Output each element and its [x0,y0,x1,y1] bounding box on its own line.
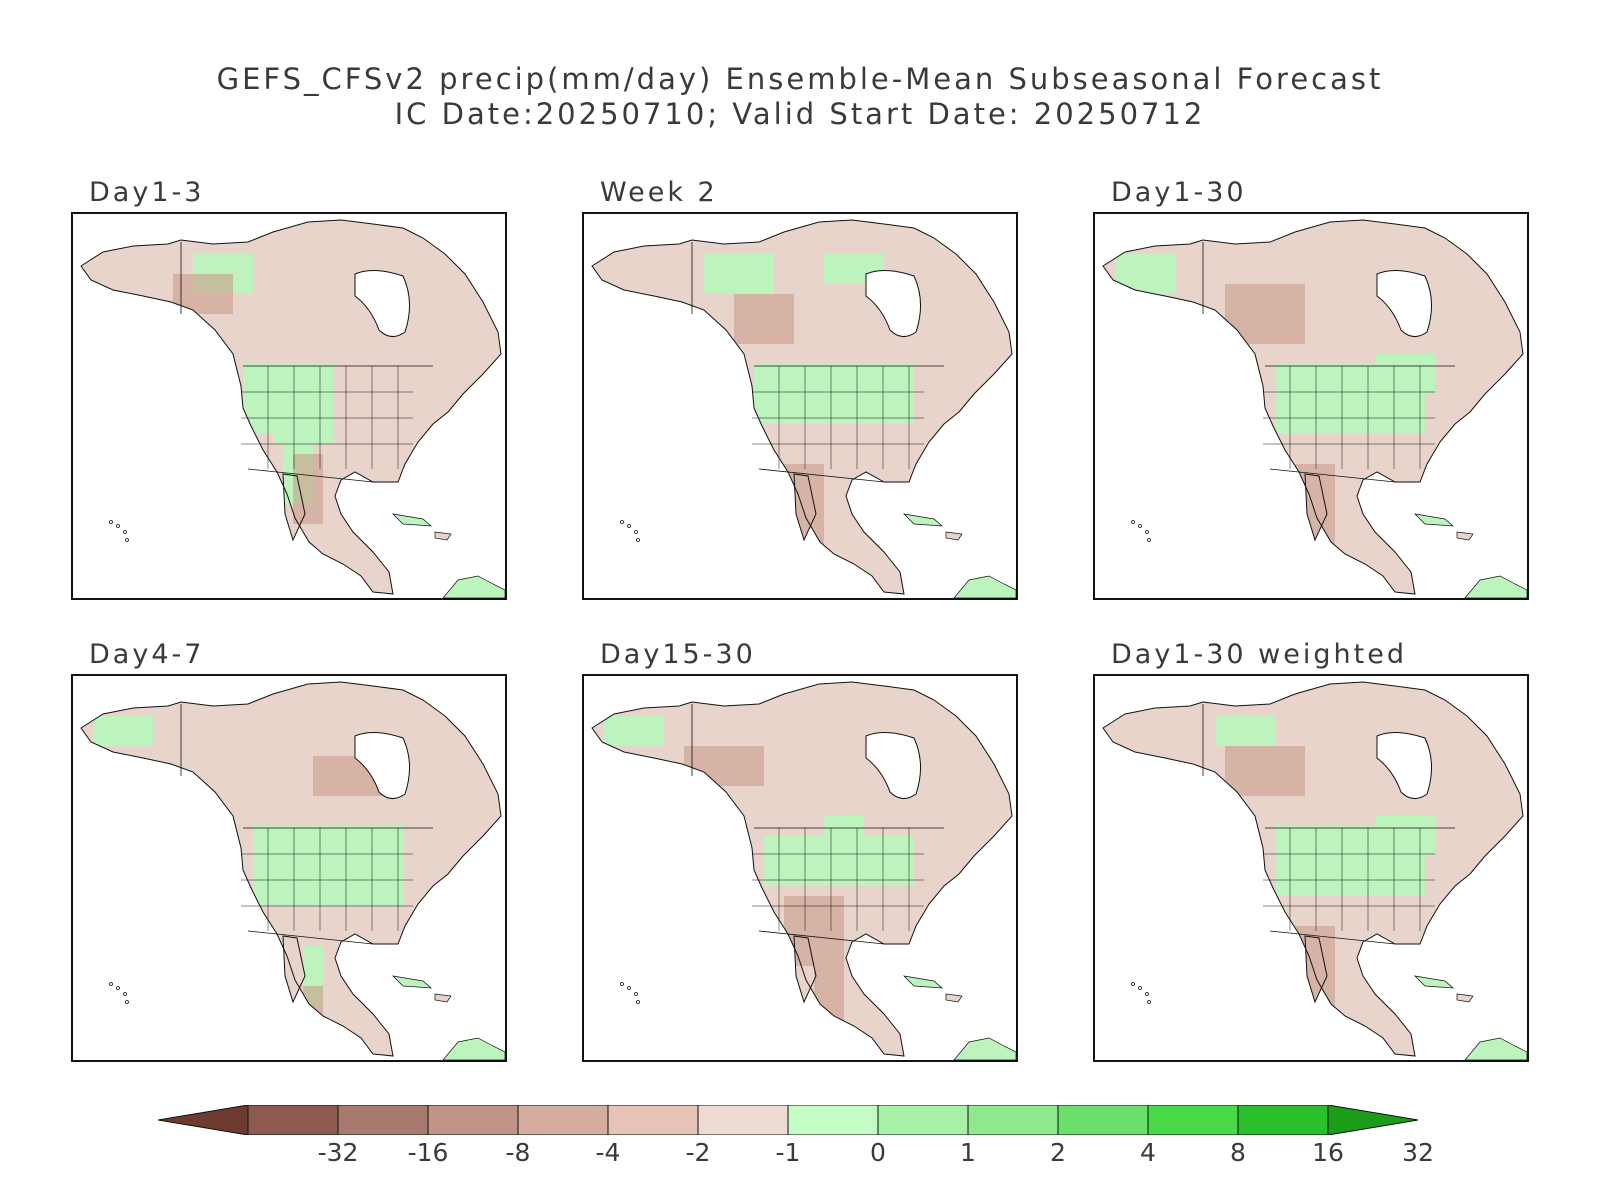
colorbar-segment [337,1105,429,1135]
colorbar-tick-label: 32 [1402,1138,1434,1167]
colorbar-segment [1057,1105,1149,1135]
map-panel-day1-30-weighted [1093,674,1529,1062]
colorbar-tick-label: 8 [1230,1138,1246,1167]
colorbar-tick-label: -16 [407,1138,449,1167]
colorbar-segment [787,1105,879,1135]
colorbar-segment [1147,1105,1239,1135]
title-line-2: IC Date:20250710; Valid Start Date: 2025… [394,97,1206,131]
colorbar-segment [877,1105,969,1135]
colorbar-segment [697,1105,789,1135]
map-panel-week2 [582,212,1018,600]
colorbar-segment [517,1105,609,1135]
colorbar-segment [1237,1105,1329,1135]
panel-label-day1-30-weighted: Day1-30 weighted [1111,639,1407,670]
colorbar-tick-label: -8 [505,1138,531,1167]
panel-label-week2: Week 2 [600,177,718,208]
panel-label-day15-30: Day15-30 [600,639,756,670]
map-panel-day1-3 [71,212,507,600]
panel-label-day1-30: Day1-30 [1111,177,1247,208]
title-line-1: GEFS_CFSv2 precip(mm/day) Ensemble-Mean … [216,62,1384,96]
colorbar-tick-label: 16 [1312,1138,1344,1167]
map-panel-day4-7 [71,674,507,1062]
colorbar-tick-label: 1 [960,1138,976,1167]
colorbar-tick-label: 0 [870,1138,886,1167]
colorbar-segment [247,1105,339,1135]
colorbar-segment [607,1105,699,1135]
map-panel-day15-30 [582,674,1018,1062]
colorbar-tick-label: 4 [1140,1138,1156,1167]
colorbar-tick-label: -32 [317,1138,359,1167]
colorbar [158,1105,1419,1135]
colorbar-segment [427,1105,519,1135]
colorbar-right-arrow [1327,1105,1419,1135]
panel-label-day4-7: Day4-7 [89,639,205,670]
colorbar-tick-label: 2 [1050,1138,1066,1167]
map-panel-day1-30 [1093,212,1529,600]
colorbar-segment [967,1105,1059,1135]
colorbar-tick-label: -2 [685,1138,711,1167]
panel-label-day1-3: Day1-3 [89,177,205,208]
colorbar-tick-label: -4 [595,1138,621,1167]
colorbar-tick-label: -1 [775,1138,801,1167]
colorbar-left-arrow [158,1105,249,1135]
